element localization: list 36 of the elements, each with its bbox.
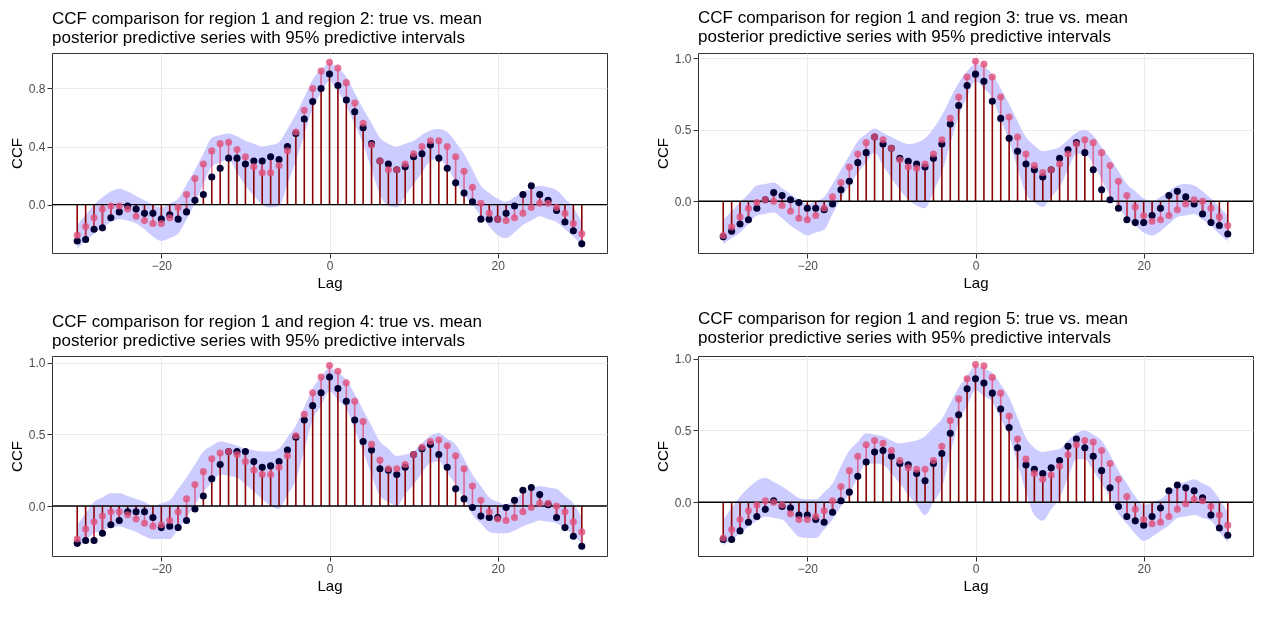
y-tick-label: 0.4 xyxy=(28,140,46,155)
x-tick-label: −20 xyxy=(151,258,173,273)
y-tick-label: 1.0 xyxy=(674,51,692,66)
x-tick-label: 20 xyxy=(491,258,506,273)
y-tick-label: 1.0 xyxy=(674,352,692,367)
x-tick-label: 0 xyxy=(326,258,334,273)
y-tick-label: 0.0 xyxy=(28,198,46,213)
x-axis-title: Lag xyxy=(317,576,343,594)
chart-title: CCF comparison for region 1 and region 2: true vs. mean posterior predictive series with 95% predictive intervals xyxy=(52,9,482,47)
x-axis-title: Lag xyxy=(317,273,343,291)
x-tick-label: 0 xyxy=(326,561,334,576)
x-tick-label: −20 xyxy=(797,561,819,576)
x-tick-label: 0 xyxy=(972,258,980,273)
y-axis-title: CCF xyxy=(7,138,25,169)
x-tick-label: 20 xyxy=(491,561,506,576)
x-tick-label: 20 xyxy=(1137,258,1152,273)
y-axis-title: CCF xyxy=(7,441,25,472)
x-tick-label: 0 xyxy=(972,561,980,576)
y-axis-title: CCF xyxy=(653,441,671,472)
x-tick-label: 20 xyxy=(1137,561,1152,576)
chart-title: CCF comparison for region 1 and region 5: true vs. mean posterior predictive series with 95% predictive intervals xyxy=(698,308,1128,347)
y-axis-title: CCF xyxy=(653,138,671,169)
y-tick-label: 0.5 xyxy=(674,423,692,438)
y-tick-label: 1.0 xyxy=(28,356,46,371)
x-axis-title: Lag xyxy=(963,273,989,291)
y-tick-label: 0.8 xyxy=(28,81,46,96)
x-tick-label: −20 xyxy=(797,258,819,273)
y-tick-label: 0.0 xyxy=(674,194,692,209)
chart-title: CCF comparison for region 1 and region 3: true vs. mean posterior predictive series with 95% predictive intervals xyxy=(698,8,1128,47)
y-tick-label: 0.5 xyxy=(28,427,46,442)
x-axis-title: Lag xyxy=(963,576,989,594)
y-tick-label: 0.5 xyxy=(674,123,692,138)
chart-title: CCF comparison for region 1 and region 4: true vs. mean posterior predictive series with 95% predictive intervals xyxy=(52,312,482,350)
y-tick-label: 0.0 xyxy=(28,499,46,514)
x-tick-label: −20 xyxy=(151,561,173,576)
y-tick-label: 0.0 xyxy=(674,495,692,510)
